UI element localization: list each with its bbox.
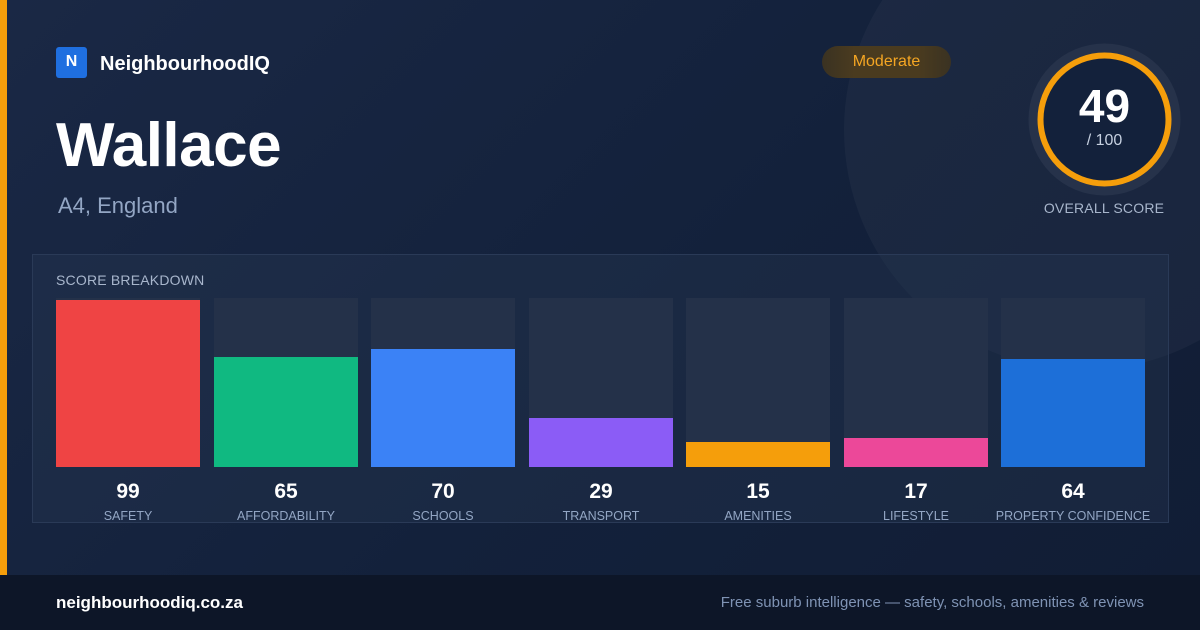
overall-score-max: / 100 <box>1086 132 1123 149</box>
bar-label: PROPERTY CONFIDENCE <box>995 509 1151 523</box>
bar-value: 64 <box>1061 480 1085 503</box>
bar-track <box>371 298 515 467</box>
bar-fill <box>56 300 200 467</box>
brand[interactable]: N NeighbourhoodIQ <box>56 46 270 78</box>
bar-label: TRANSPORT <box>562 509 640 523</box>
breakdown-item-affordability: 65 AFFORDABILITY <box>214 298 358 523</box>
breakdown-item-transport: 29 TRANSPORT <box>529 298 673 523</box>
bar-track <box>56 298 200 467</box>
score-ring-inner <box>1040 55 1169 184</box>
bar-label: SCHOOLS <box>412 509 474 523</box>
breakdown-item-schools: 70 SCHOOLS <box>371 298 515 523</box>
bar-fill <box>686 442 830 467</box>
brand-name: NeighbourhoodIQ <box>100 52 270 75</box>
bar-fill <box>214 357 358 467</box>
bar-fill <box>529 418 673 467</box>
rating-badge: Moderate <box>822 46 951 78</box>
bar-track <box>214 298 358 467</box>
bar-value: 17 <box>904 480 928 503</box>
bar-track <box>844 298 988 467</box>
breakdown-item-amenities: 15 AMENITIES <box>686 298 830 523</box>
suburb-title: Wallace <box>56 111 282 180</box>
overall-score-ring: 49 / 100 <box>1028 43 1181 196</box>
footer-domain-link[interactable]: neighbourhoodiq.co.za <box>56 593 243 612</box>
bar-label: AMENITIES <box>724 509 792 523</box>
bar-value: 99 <box>116 480 140 503</box>
bar-value: 70 <box>431 480 455 503</box>
bar-track <box>686 298 830 467</box>
footer-tagline: Free suburb intelligence — safety, schoo… <box>720 594 1144 611</box>
bar-value: 65 <box>274 480 298 503</box>
bar-fill <box>371 349 515 467</box>
footer: neighbourhoodiq.co.za Free suburb intell… <box>0 575 1200 630</box>
hero-section: N NeighbourhoodIQ Wallace A4, England Mo… <box>0 0 1200 575</box>
bar-track <box>529 298 673 467</box>
bar-label: AFFORDABILITY <box>237 509 335 523</box>
bar-fill <box>844 438 988 467</box>
brand-logo-icon: N <box>56 46 87 78</box>
overall-score-caption: OVERALL SCORE <box>1043 200 1165 216</box>
bar-track <box>1001 298 1145 467</box>
bar-value: 15 <box>746 480 770 503</box>
breakdown-bars: 99 SAFETY 65 AFFORDABILITY 70 SCHOOLS 29 TRANSP… <box>56 298 1150 523</box>
breakdown-item-safety: 99 SAFETY <box>56 298 200 523</box>
overall-score-value: 49 <box>1078 80 1131 132</box>
score-breakdown-panel: SCORE BREAKDOWN 99 SAFETY 65 AFFORDABILITY 7… <box>32 254 1169 523</box>
accent-bar <box>0 0 7 575</box>
score-ring-graphic <box>1028 43 1181 196</box>
breakdown-title: SCORE BREAKDOWN <box>56 272 205 288</box>
bar-fill <box>1001 359 1145 467</box>
breakdown-item-property-confidence: 64 PROPERTY CONFIDENCE <box>996 298 1150 523</box>
bar-label: LIFESTYLE <box>883 509 949 523</box>
bar-value: 29 <box>589 480 613 503</box>
score-ring-arc <box>1037 52 1172 187</box>
breakdown-item-lifestyle: 17 LIFESTYLE <box>844 298 988 523</box>
bar-label: SAFETY <box>103 509 153 523</box>
suburb-location: A4, England <box>58 193 178 218</box>
